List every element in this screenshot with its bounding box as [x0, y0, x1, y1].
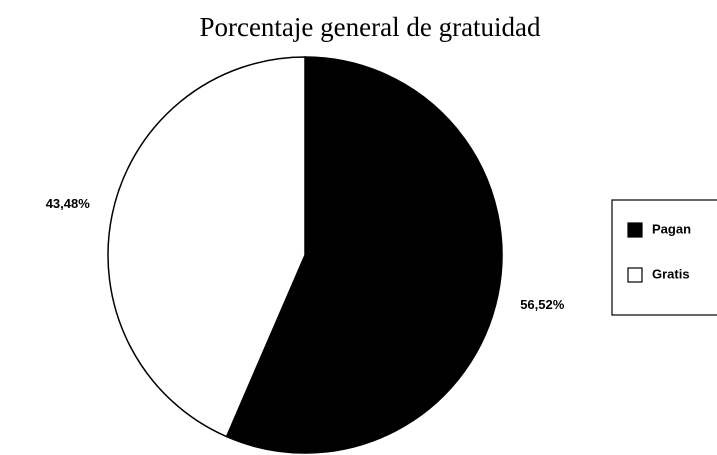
legend-label: Gratis: [652, 266, 690, 281]
data-label: 43,48%: [46, 196, 91, 211]
pie-slice: [107, 56, 306, 438]
pie-slice: [225, 56, 503, 454]
legend-label: Pagan: [652, 221, 691, 236]
data-label: 56,52%: [520, 297, 565, 312]
legend-box: [611, 199, 717, 316]
chart-title: Porcentaje general de gratuidad: [199, 12, 541, 42]
legend-swatch: [627, 222, 643, 238]
legend-swatch: [627, 267, 643, 283]
